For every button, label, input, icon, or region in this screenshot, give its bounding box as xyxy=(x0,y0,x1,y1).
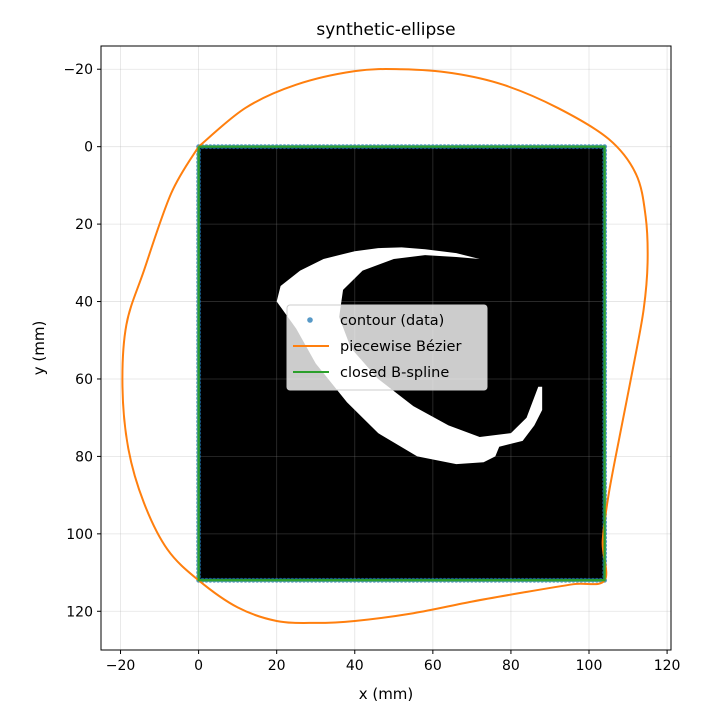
x-tick-label: 20 xyxy=(268,658,286,674)
legend-label: contour (data) xyxy=(340,313,444,329)
y-tick-label: 0 xyxy=(84,140,93,156)
x-tick-label: 0 xyxy=(194,658,203,674)
legend-box xyxy=(286,304,488,391)
y-tick-label: 100 xyxy=(66,527,93,543)
plot-frame xyxy=(100,45,672,651)
x-tick-label: 100 xyxy=(576,658,603,674)
legend-label: closed B-spline xyxy=(340,365,449,381)
y-axis-label: y (mm) xyxy=(30,321,48,376)
x-tick-label: 80 xyxy=(502,658,520,674)
y-tick-label: −20 xyxy=(63,62,93,78)
y-tick-label: 120 xyxy=(66,604,93,620)
y-tick-label: 40 xyxy=(75,295,93,311)
x-axis-ticks: −20 0 20 40 60 80 100 120 xyxy=(106,650,681,674)
legend-marker xyxy=(307,317,313,323)
chart-title: synthetic-ellipse xyxy=(316,20,455,40)
x-tick-label: 120 xyxy=(654,658,681,674)
y-tick-label: 20 xyxy=(75,217,93,233)
x-tick-label: −20 xyxy=(106,658,136,674)
y-axis-ticks: −20 0 20 40 60 80 100 120 xyxy=(63,62,101,620)
y-tick-label: 80 xyxy=(75,449,93,465)
series-layer xyxy=(121,68,649,624)
x-tick-label: 60 xyxy=(424,658,442,674)
legend: contour (data) piecewise Bézier closed B-s… xyxy=(286,304,488,391)
x-axis-label: x (mm) xyxy=(359,685,414,703)
x-tick-label: 40 xyxy=(346,658,364,674)
series-line-bspline xyxy=(197,145,606,582)
legend-label: piecewise Bézier xyxy=(340,339,461,355)
y-tick-label: 60 xyxy=(75,372,93,388)
